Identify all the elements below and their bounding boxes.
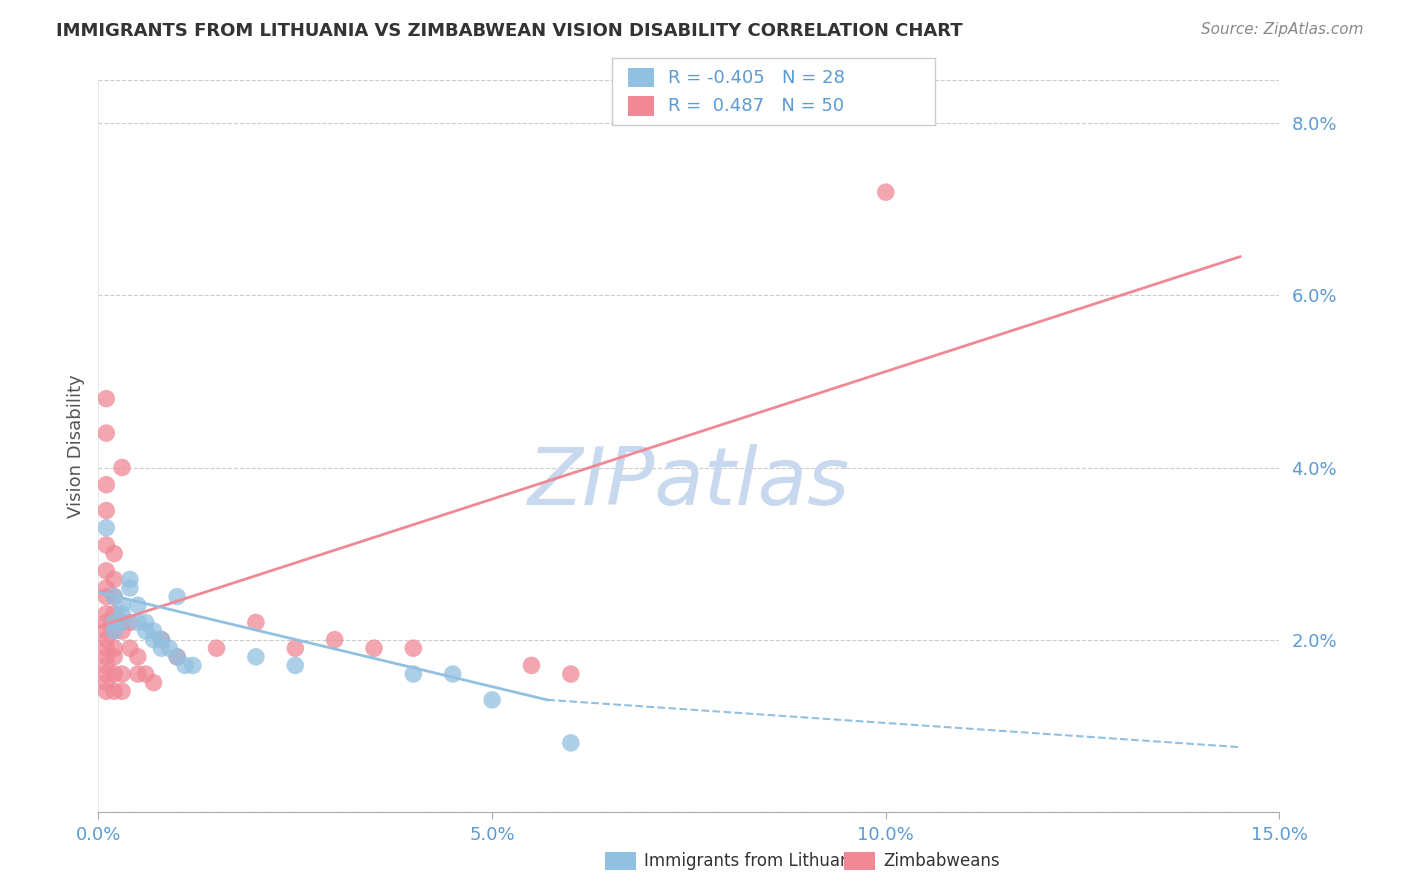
- Point: [111, 598, 134, 612]
- Text: ZIPatlas: ZIPatlas: [527, 443, 851, 522]
- Text: Source: ZipAtlas.com: Source: ZipAtlas.com: [1201, 22, 1364, 37]
- Point: [96, 675, 118, 690]
- Point: [118, 641, 141, 656]
- Point: [481, 693, 503, 707]
- Point: [96, 538, 118, 552]
- Point: [520, 658, 543, 673]
- Point: [150, 641, 173, 656]
- Text: Zimbabweans: Zimbabweans: [883, 852, 1000, 870]
- Point: [96, 615, 118, 630]
- Point: [96, 521, 118, 535]
- Point: [96, 624, 118, 638]
- Point: [142, 624, 165, 638]
- Point: [96, 641, 118, 656]
- Point: [96, 477, 118, 491]
- Point: [142, 675, 165, 690]
- Point: [111, 615, 134, 630]
- Point: [135, 624, 157, 638]
- Point: [142, 632, 165, 647]
- Point: [875, 185, 897, 199]
- Point: [103, 573, 125, 587]
- Point: [103, 641, 125, 656]
- Point: [245, 649, 267, 664]
- Point: [103, 624, 125, 638]
- Point: [402, 667, 425, 681]
- Text: IMMIGRANTS FROM LITHUANIA VS ZIMBABWEAN VISION DISABILITY CORRELATION CHART: IMMIGRANTS FROM LITHUANIA VS ZIMBABWEAN …: [56, 22, 963, 40]
- Point: [166, 649, 188, 664]
- Point: [127, 615, 149, 630]
- Point: [96, 503, 118, 517]
- Point: [127, 667, 149, 681]
- Point: [205, 641, 228, 656]
- Point: [150, 632, 173, 647]
- Point: [166, 590, 188, 604]
- Y-axis label: Vision Disability: Vision Disability: [66, 374, 84, 518]
- Point: [103, 547, 125, 561]
- Point: [118, 581, 141, 595]
- Point: [245, 615, 267, 630]
- Point: [103, 607, 125, 621]
- Point: [96, 426, 118, 441]
- Point: [118, 615, 141, 630]
- Point: [560, 736, 582, 750]
- Point: [363, 641, 385, 656]
- Point: [560, 667, 582, 681]
- Point: [118, 573, 141, 587]
- Point: [96, 581, 118, 595]
- Point: [103, 684, 125, 698]
- Point: [103, 615, 125, 630]
- Point: [174, 658, 197, 673]
- Point: [284, 658, 307, 673]
- Point: [441, 667, 464, 681]
- Point: [96, 658, 118, 673]
- Point: [103, 624, 125, 638]
- Point: [103, 649, 125, 664]
- Point: [111, 684, 134, 698]
- Point: [96, 667, 118, 681]
- Point: [135, 667, 157, 681]
- Point: [111, 607, 134, 621]
- Point: [323, 632, 346, 647]
- Point: [103, 590, 125, 604]
- Point: [96, 649, 118, 664]
- Point: [284, 641, 307, 656]
- Point: [96, 564, 118, 578]
- Point: [96, 632, 118, 647]
- Point: [103, 615, 125, 630]
- Point: [111, 615, 134, 630]
- Point: [96, 607, 118, 621]
- Point: [96, 392, 118, 406]
- Point: [96, 590, 118, 604]
- Point: [111, 460, 134, 475]
- Point: [111, 667, 134, 681]
- Point: [402, 641, 425, 656]
- Point: [111, 624, 134, 638]
- Point: [127, 649, 149, 664]
- Point: [157, 641, 180, 656]
- Point: [166, 649, 188, 664]
- Point: [96, 684, 118, 698]
- Point: [127, 598, 149, 612]
- Point: [135, 615, 157, 630]
- Point: [103, 590, 125, 604]
- Point: [181, 658, 204, 673]
- Point: [150, 632, 173, 647]
- Text: R = -0.405   N = 28: R = -0.405 N = 28: [668, 69, 845, 87]
- Text: Immigrants from Lithuania: Immigrants from Lithuania: [644, 852, 865, 870]
- Text: R =  0.487   N = 50: R = 0.487 N = 50: [668, 97, 844, 115]
- Point: [103, 667, 125, 681]
